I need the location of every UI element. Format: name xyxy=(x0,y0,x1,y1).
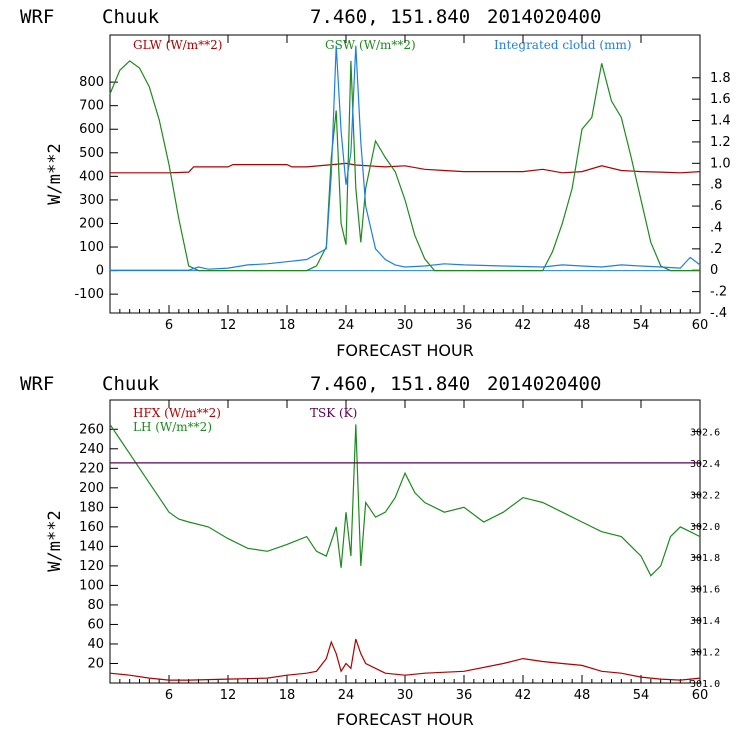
y-tick-label: 120 xyxy=(79,559,104,574)
x-tick-label: 24 xyxy=(338,688,355,703)
x-tick-label: 18 xyxy=(279,318,296,333)
x-tick-label: 48 xyxy=(574,688,591,703)
x-tick-label: 6 xyxy=(165,318,173,333)
y2-tick-label: -.2 xyxy=(710,285,727,300)
series-integrated-cloud xyxy=(110,45,701,271)
y-tick-label: 160 xyxy=(79,520,104,535)
y-tick-label: 240 xyxy=(79,442,104,457)
bottom-ylabel: W/m**2 xyxy=(45,510,65,571)
y-tick-label: 300 xyxy=(79,193,104,208)
header-date: 2014020400 xyxy=(487,6,601,28)
y2-tick-label: -.4 xyxy=(710,306,727,321)
y-tick-label: 600 xyxy=(79,122,104,137)
y-tick-label: 700 xyxy=(79,99,104,114)
y-tick-label: 200 xyxy=(79,216,104,231)
x-tick-label: 60 xyxy=(692,318,709,333)
x-tick-label: 54 xyxy=(633,318,650,333)
legend-glw: GLW (W/m**2) xyxy=(133,38,222,52)
y-tick-label: 60 xyxy=(87,617,104,632)
y-tick-label: 100 xyxy=(79,240,104,255)
x-tick-label: 6 xyxy=(165,688,173,703)
y2-tick-label: 1.6 xyxy=(710,92,731,107)
x-tick-label: 36 xyxy=(456,318,473,333)
y-tick-label: 500 xyxy=(79,146,104,161)
legend-tsk: TSK (K) xyxy=(310,406,357,420)
header-model: WRF xyxy=(20,6,54,28)
series-glw xyxy=(110,162,701,174)
series-lh xyxy=(109,424,701,577)
legend-cloud: Integrated cloud (mm) xyxy=(494,38,632,52)
y2-tick-label: 0 xyxy=(710,263,718,278)
x-tick-label: 42 xyxy=(515,318,532,333)
header-coords: 7.460, 151.840 xyxy=(310,6,470,28)
y2-tick-label: 1.8 xyxy=(710,71,731,86)
x-tick-label: 60 xyxy=(692,688,709,703)
y-tick-label: 20 xyxy=(87,656,104,671)
legend-gsw: GSW (W/m**2) xyxy=(325,38,416,52)
top-ylabel: W/m**2 xyxy=(45,143,65,204)
bottom-right-axis: 301.0 301.2 301.4 301.6 301.8 302.0 302.2 302.4… xyxy=(690,427,720,690)
y2-tick-label: 301.0 xyxy=(690,679,720,690)
y2-tick-label: .8 xyxy=(710,178,722,193)
y2-tick-label: 302.4 xyxy=(690,459,720,470)
bottom-xlabel: FORECAST HOUR xyxy=(336,710,474,729)
x-tick-label: 24 xyxy=(338,318,355,333)
bottom-series-group xyxy=(109,424,701,681)
y2-tick-label: 301.4 xyxy=(690,616,720,627)
y-tick-label: 260 xyxy=(79,422,104,437)
top-xlabel: FORECAST HOUR xyxy=(336,341,474,360)
top-right-axis: -.4 -.2 0 .2 .4 .6 .8 1.0 1.2 1.4 1.6 1.8 xyxy=(692,71,731,321)
x-tick-label: 30 xyxy=(397,318,414,333)
y-tick-label: 800 xyxy=(79,75,104,90)
bottom-plot-frame xyxy=(109,399,701,684)
y-tick-label: 180 xyxy=(79,500,104,515)
series-hfx xyxy=(109,638,701,681)
header2-station: Chuuk xyxy=(102,373,160,395)
y2-tick-label: 301.6 xyxy=(690,585,720,596)
x-tick-label: 42 xyxy=(515,688,532,703)
y-tick-label: 400 xyxy=(79,169,104,184)
x-tick-label: 48 xyxy=(574,318,591,333)
header2-date: 2014020400 xyxy=(487,373,601,395)
x-tick-label: 54 xyxy=(633,688,650,703)
y2-tick-label: .4 xyxy=(710,220,722,235)
legend-hfx: HFX (W/m**2) xyxy=(133,406,221,420)
bottom-left-axis: 20 40 60 80 100 120 140 160 180 200 220 240 260 xyxy=(79,422,118,671)
y-tick-label: 140 xyxy=(79,539,104,554)
legend-lh: LH (W/m**2) xyxy=(133,420,212,434)
y2-tick-label: .2 xyxy=(710,242,722,257)
top-plot-frame xyxy=(109,34,701,314)
y2-tick-label: 1.2 xyxy=(710,135,731,150)
x-tick-label: 18 xyxy=(279,688,296,703)
bottom-x-axis: 6 12 18 24 30 36 42 48 54 60 xyxy=(119,400,709,703)
y-tick-label: -100 xyxy=(74,287,104,302)
x-tick-label: 36 xyxy=(456,688,473,703)
top-series-group xyxy=(109,45,701,272)
x-tick-label: 12 xyxy=(220,318,237,333)
y2-tick-label: 302.6 xyxy=(690,427,720,438)
series-gsw xyxy=(109,60,700,272)
header-station: Chuuk xyxy=(102,6,160,28)
y-tick-label: 0 xyxy=(96,264,104,279)
y2-tick-label: 1.0 xyxy=(710,156,731,171)
y2-tick-label: 301.8 xyxy=(690,553,720,564)
top-x-axis: 6 12 18 24 30 36 42 48 54 60 xyxy=(119,35,709,333)
y-tick-label: 80 xyxy=(87,598,104,613)
x-tick-label: 12 xyxy=(220,688,237,703)
y2-tick-label: 302.2 xyxy=(690,490,720,501)
y-tick-label: 220 xyxy=(79,461,104,476)
x-tick-label: 30 xyxy=(397,688,414,703)
y-tick-label: 40 xyxy=(87,637,104,652)
y2-tick-label: 302.0 xyxy=(690,522,720,533)
y2-tick-label: 301.2 xyxy=(690,648,720,659)
y-tick-label: 200 xyxy=(79,481,104,496)
y-tick-label: 100 xyxy=(79,578,104,593)
header2-coords: 7.460, 151.840 xyxy=(310,373,470,395)
header2-model: WRF xyxy=(20,373,54,395)
y2-tick-label: 1.4 xyxy=(710,114,731,129)
y2-tick-label: .6 xyxy=(710,199,722,214)
top-left-axis: -100 0 100 200 300 400 500 600 700 800 xyxy=(74,75,118,302)
